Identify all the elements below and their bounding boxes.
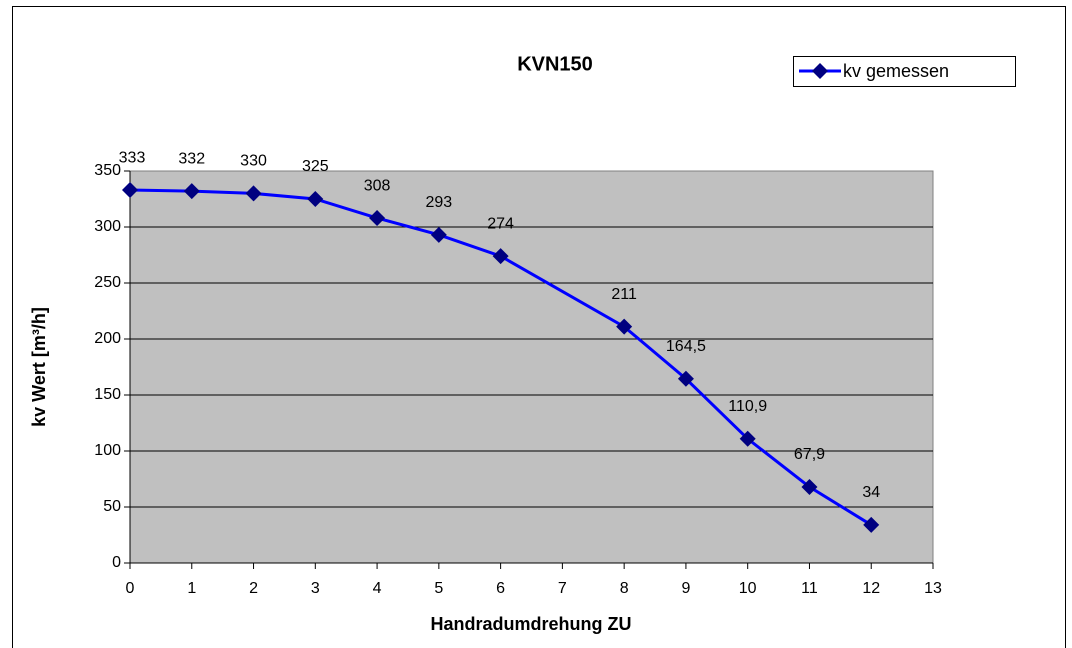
data-point: [430, 226, 447, 243]
data-point: [492, 248, 509, 265]
data-label: 333: [119, 149, 146, 166]
legend-marker: [812, 63, 828, 79]
x-tick-label: 13: [924, 580, 942, 597]
y-tick-label: 300: [94, 218, 121, 235]
data-point: [122, 182, 138, 199]
data-point: [307, 191, 324, 207]
data-label: 34: [862, 484, 880, 501]
x-tick-label: 5: [434, 580, 443, 597]
data-label: 110,9: [728, 398, 767, 415]
legend-label: kv gemessen: [843, 61, 949, 81]
data-point: [863, 516, 880, 533]
x-tick-label: 8: [620, 580, 629, 597]
y-tick-label: 150: [94, 386, 121, 403]
x-tick-label: 0: [126, 580, 135, 597]
data-point: [245, 185, 262, 202]
data-point: [801, 478, 818, 495]
y-axis-label: kv Wert [m³/h]: [29, 307, 49, 427]
data-label: 67,9: [794, 446, 825, 463]
chart-title: KVN150: [517, 53, 593, 75]
data-point: [739, 430, 756, 447]
x-tick-label: 2: [249, 580, 258, 597]
data-point: [369, 210, 386, 227]
data-point: [677, 370, 694, 387]
data-label: 293: [425, 194, 452, 211]
data-label: 308: [364, 177, 391, 194]
x-tick-label: 9: [681, 580, 690, 597]
x-tick-label: 7: [558, 580, 567, 597]
data-label: 274: [487, 215, 514, 232]
y-tick-label: 250: [94, 274, 121, 291]
x-tick-label: 11: [801, 580, 818, 597]
plot-area: [129, 170, 934, 564]
x-tick-label: 1: [187, 580, 196, 597]
data-label: 325: [302, 158, 329, 175]
data-line: [129, 188, 873, 527]
y-tick-label: 100: [94, 442, 121, 459]
x-tick-label: 10: [739, 580, 757, 597]
data-label: 211: [611, 286, 637, 303]
x-tick-label: 6: [496, 580, 505, 597]
data-point: [616, 318, 633, 335]
x-tick-label: 4: [373, 580, 382, 597]
x-tick-label: 12: [862, 580, 880, 597]
data-label: 164,5: [666, 338, 706, 355]
y-tick-label: 200: [94, 330, 121, 347]
data-point: [183, 183, 200, 200]
data-label: 332: [178, 150, 205, 167]
data-label: 330: [240, 153, 267, 170]
y-tick-label: 350: [94, 162, 121, 179]
x-axis-label: Handradumdrehung ZU: [431, 614, 632, 634]
x-tick-label: 3: [311, 580, 320, 597]
y-tick-label: 0: [112, 554, 121, 571]
y-tick-label: 50: [103, 498, 121, 515]
